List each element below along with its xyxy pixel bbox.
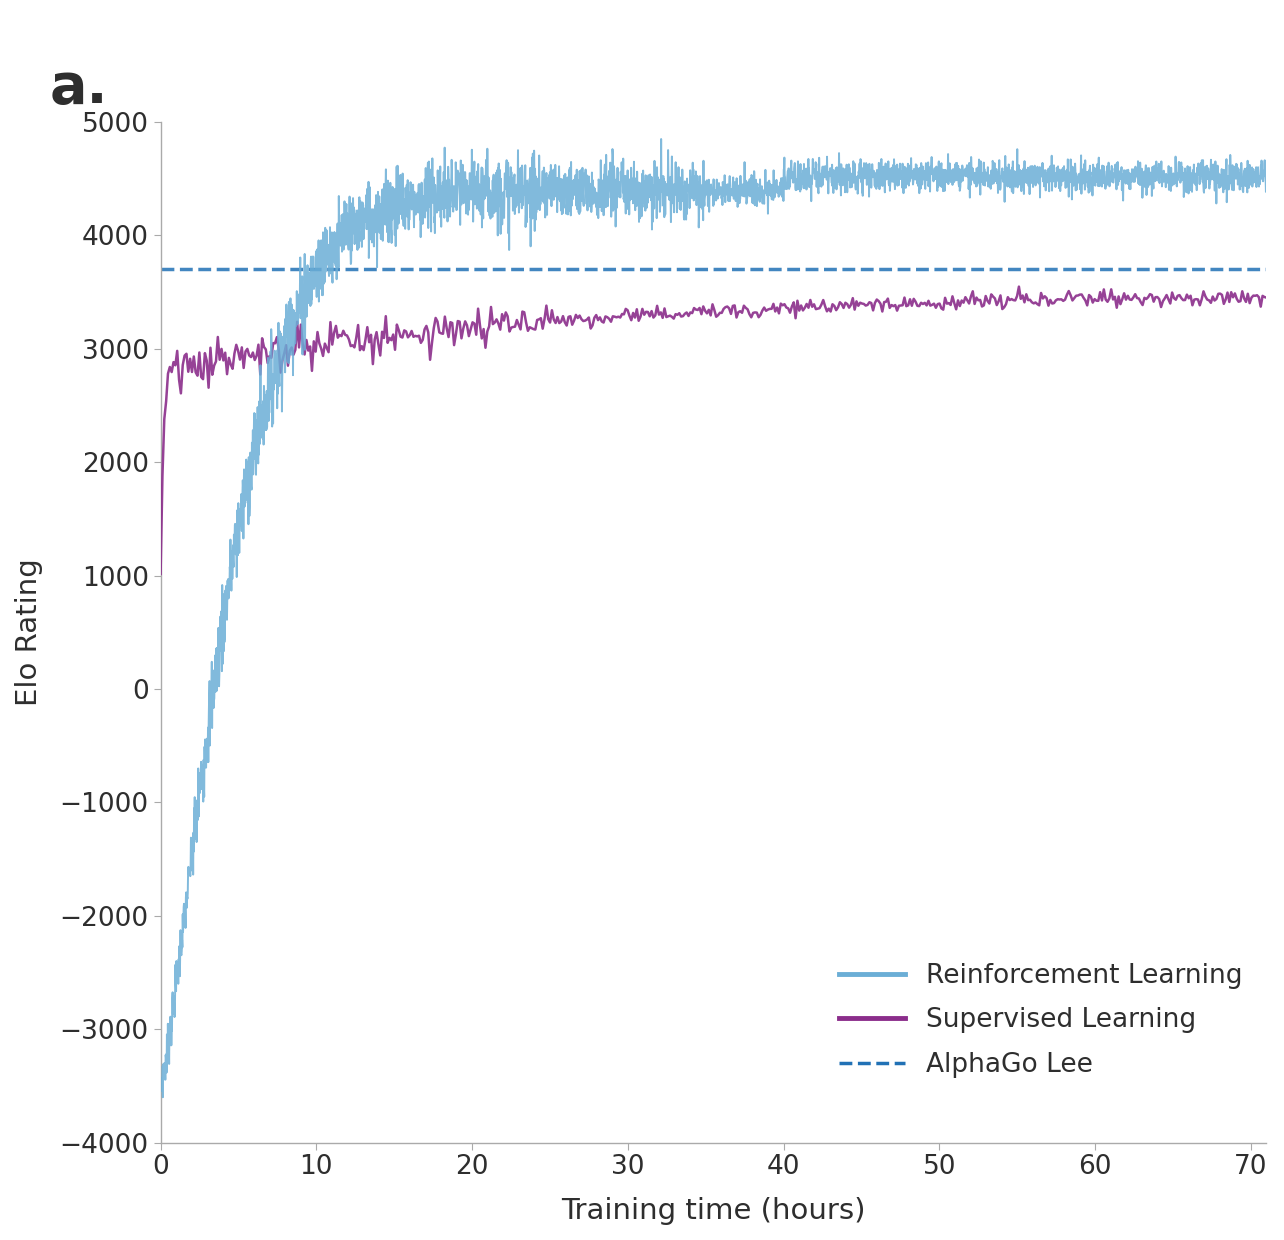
Text: a.: a. bbox=[50, 61, 109, 114]
Legend: Reinforcement Learning, Supervised Learning, AlphaGo Lee: Reinforcement Learning, Supervised Learn… bbox=[828, 952, 1253, 1089]
Y-axis label: Elo Rating: Elo Rating bbox=[15, 558, 42, 706]
X-axis label: Training time (hours): Training time (hours) bbox=[561, 1197, 865, 1225]
